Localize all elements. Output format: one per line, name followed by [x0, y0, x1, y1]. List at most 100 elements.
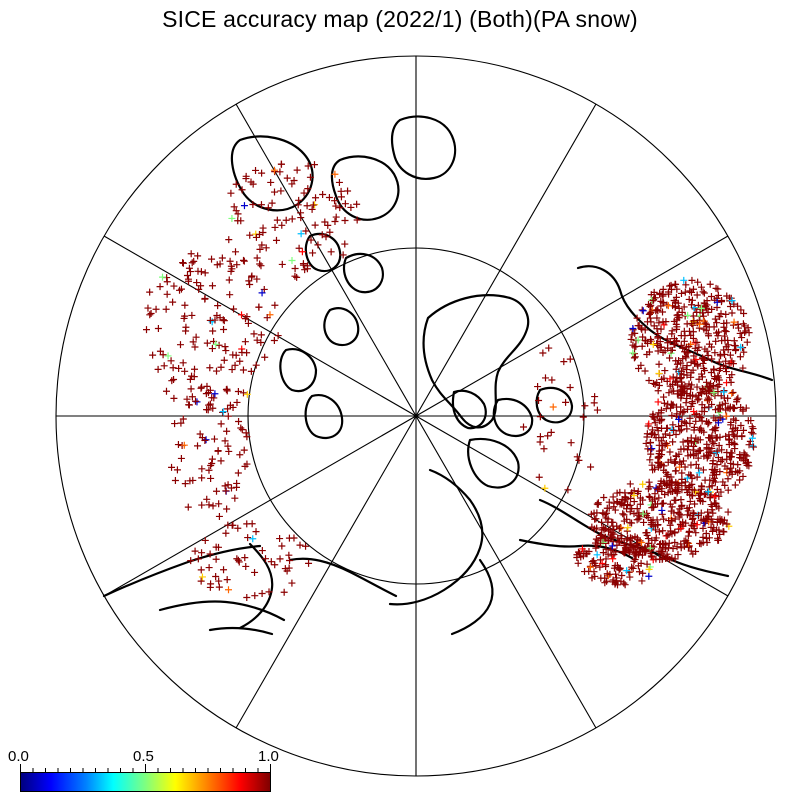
plus-marker — [603, 577, 611, 585]
plus-marker — [717, 488, 725, 496]
plus-marker — [575, 456, 583, 464]
plus-marker — [636, 494, 644, 502]
plus-marker — [201, 436, 209, 444]
plus-marker — [607, 546, 615, 554]
plus-marker — [690, 352, 698, 360]
plus-marker — [676, 520, 684, 528]
plus-marker — [713, 298, 721, 306]
plus-marker — [630, 510, 638, 518]
plus-marker — [258, 590, 266, 598]
plus-marker — [720, 346, 728, 354]
plus-marker — [298, 248, 306, 256]
plus-marker — [683, 362, 691, 370]
plus-marker — [185, 401, 193, 409]
plus-marker — [585, 567, 593, 575]
plus-marker — [702, 303, 710, 311]
plus-marker — [191, 365, 199, 373]
plus-marker — [718, 456, 726, 464]
plus-marker — [215, 543, 222, 551]
plus-marker — [711, 375, 719, 383]
plus-marker — [670, 387, 678, 395]
plus-marker — [721, 327, 729, 335]
plus-marker — [290, 176, 298, 184]
plus-marker — [234, 210, 242, 218]
plus-marker — [675, 304, 683, 312]
plus-marker — [716, 530, 724, 538]
plus-marker — [660, 374, 668, 382]
plus-marker — [743, 338, 751, 346]
plus-marker — [248, 272, 256, 280]
plus-marker — [695, 469, 703, 477]
plus-marker — [736, 353, 744, 361]
plus-marker — [628, 563, 636, 571]
plus-marker — [654, 485, 662, 493]
plus-marker — [646, 314, 654, 322]
plus-marker — [680, 303, 688, 311]
plus-marker — [728, 309, 736, 317]
plus-marker — [685, 504, 693, 512]
plus-marker — [743, 461, 751, 469]
plus-marker — [205, 466, 213, 474]
plus-marker — [679, 344, 687, 352]
plus-marker — [295, 244, 303, 252]
plus-marker — [702, 378, 710, 386]
plus-marker — [233, 479, 241, 487]
plus-marker — [215, 512, 223, 520]
plus-marker — [665, 483, 673, 491]
plus-marker — [674, 381, 682, 389]
plus-marker — [642, 439, 650, 447]
plus-marker — [631, 329, 639, 337]
plus-marker — [230, 305, 238, 313]
plus-marker — [697, 509, 705, 517]
plus-marker — [305, 559, 313, 567]
plus-marker — [146, 311, 154, 319]
plus-marker — [240, 202, 248, 210]
plus-marker — [709, 509, 717, 517]
plus-marker — [704, 508, 712, 516]
plus-marker — [621, 581, 629, 589]
plus-marker — [265, 588, 273, 596]
plus-marker — [693, 383, 701, 391]
plus-marker — [668, 503, 676, 511]
plus-marker — [710, 323, 718, 331]
plus-marker — [616, 565, 624, 573]
plus-marker — [222, 347, 230, 355]
plus-marker — [615, 566, 623, 574]
plus-marker — [564, 486, 572, 494]
plus-marker — [709, 460, 717, 468]
plus-marker — [322, 233, 330, 241]
plus-marker — [170, 376, 178, 384]
plus-marker — [661, 490, 669, 498]
plus-marker — [660, 515, 668, 523]
plus-marker — [612, 574, 620, 582]
plus-marker — [202, 436, 210, 444]
plus-marker — [573, 453, 581, 461]
plus-marker — [197, 566, 205, 574]
plus-marker — [677, 289, 685, 297]
plus-marker — [238, 311, 246, 319]
plus-marker — [267, 178, 275, 186]
plus-marker — [707, 515, 715, 523]
plus-marker — [672, 377, 680, 385]
plus-marker — [665, 530, 673, 538]
plus-marker — [242, 429, 250, 437]
plus-marker — [714, 291, 722, 299]
plus-marker — [739, 454, 747, 462]
plus-marker — [171, 420, 179, 428]
plus-marker — [665, 477, 673, 485]
plus-marker — [720, 362, 728, 370]
plus-marker — [163, 278, 171, 286]
plus-marker — [729, 431, 737, 439]
plus-marker — [682, 419, 690, 427]
plus-marker — [219, 408, 227, 416]
plus-marker — [731, 341, 739, 349]
plus-marker — [598, 518, 606, 526]
plus-marker — [666, 448, 674, 456]
plus-marker — [181, 301, 189, 309]
plus-marker — [240, 257, 248, 265]
plus-marker — [645, 572, 653, 580]
plus-marker — [606, 570, 614, 578]
plus-marker — [225, 276, 233, 284]
plus-marker — [669, 421, 677, 429]
plus-marker — [714, 405, 722, 413]
